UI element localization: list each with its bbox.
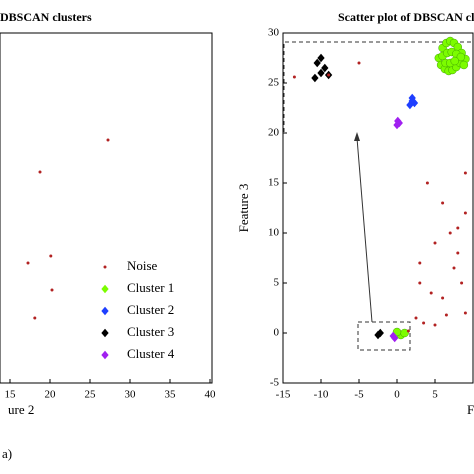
point — [456, 52, 466, 62]
point — [106, 138, 110, 142]
chart-title: DBSCAN clusters — [0, 10, 92, 24]
point — [26, 261, 30, 265]
point — [414, 316, 418, 320]
x-tick-label: 30 — [125, 389, 137, 401]
legend-marker — [101, 350, 109, 360]
y-tick-label: 20 — [268, 127, 280, 139]
y-tick-label: -5 — [270, 377, 280, 389]
point — [311, 73, 319, 83]
legend-marker — [103, 265, 107, 269]
point — [49, 254, 53, 258]
point — [463, 211, 467, 215]
legend-marker — [101, 328, 109, 338]
panel-label: a) — [2, 446, 12, 461]
x-axis-label: F — [467, 402, 474, 417]
arrow-head — [354, 132, 360, 141]
point — [459, 60, 469, 70]
x-tick-label: 0 — [394, 389, 400, 401]
zoom-box — [283, 41, 473, 132]
y-tick-label: 5 — [274, 277, 280, 289]
point — [425, 181, 429, 185]
legend-label: Noise — [127, 258, 158, 273]
point — [433, 323, 437, 327]
point — [376, 328, 384, 338]
point — [456, 226, 460, 230]
legend-label: Cluster 1 — [127, 280, 174, 295]
x-tick-label: -15 — [276, 389, 291, 401]
point — [38, 170, 42, 174]
point — [418, 261, 422, 265]
legend-marker — [101, 284, 109, 294]
plot-frame — [0, 32, 213, 384]
y-tick-label: 15 — [268, 177, 280, 189]
y-tick-label: 25 — [268, 77, 280, 89]
point — [357, 61, 361, 65]
point — [460, 281, 464, 285]
zoom-box — [357, 321, 411, 351]
point — [456, 251, 460, 255]
point — [448, 231, 452, 235]
x-tick-label: 25 — [85, 389, 97, 401]
x-tick-label: 35 — [165, 389, 177, 401]
point — [406, 329, 410, 333]
x-tick-label: 15 — [5, 389, 17, 401]
legend-label: Cluster 4 — [127, 346, 175, 361]
point — [50, 288, 54, 292]
point — [313, 58, 321, 68]
point — [389, 331, 397, 341]
x-tick-label: 5 — [432, 389, 438, 401]
point — [317, 68, 325, 78]
plot-frame — [282, 32, 474, 384]
point — [418, 281, 422, 285]
point — [452, 266, 456, 270]
point — [463, 311, 467, 315]
point — [429, 291, 433, 295]
x-tick-label: -5 — [354, 389, 364, 401]
point — [450, 56, 459, 66]
point — [321, 63, 329, 73]
y-axis-label: Feature 3 — [236, 184, 251, 233]
point — [292, 75, 296, 79]
legend-label: Cluster 2 — [127, 302, 174, 317]
y-tick-label: 30 — [268, 27, 280, 39]
point — [327, 73, 331, 77]
point — [433, 241, 437, 245]
point — [317, 53, 325, 63]
y-tick-label: 10 — [268, 227, 280, 239]
y-tick-label: 0 — [274, 327, 280, 339]
arrow — [356, 137, 373, 323]
point — [441, 201, 445, 205]
point — [441, 296, 445, 300]
x-tick-label: 20 — [45, 389, 57, 401]
point — [33, 316, 37, 320]
point — [422, 321, 426, 325]
legend-label: Cluster 3 — [127, 324, 174, 339]
x-tick-label: 40 — [205, 389, 217, 401]
chart-title: Scatter plot of DBSCAN cl — [338, 10, 474, 24]
legend-marker — [101, 306, 109, 316]
point — [395, 118, 403, 128]
point — [463, 171, 467, 175]
x-tick-label: -10 — [314, 389, 329, 401]
x-axis-label: ure 2 — [8, 402, 34, 417]
point — [444, 313, 448, 317]
point — [408, 96, 416, 106]
